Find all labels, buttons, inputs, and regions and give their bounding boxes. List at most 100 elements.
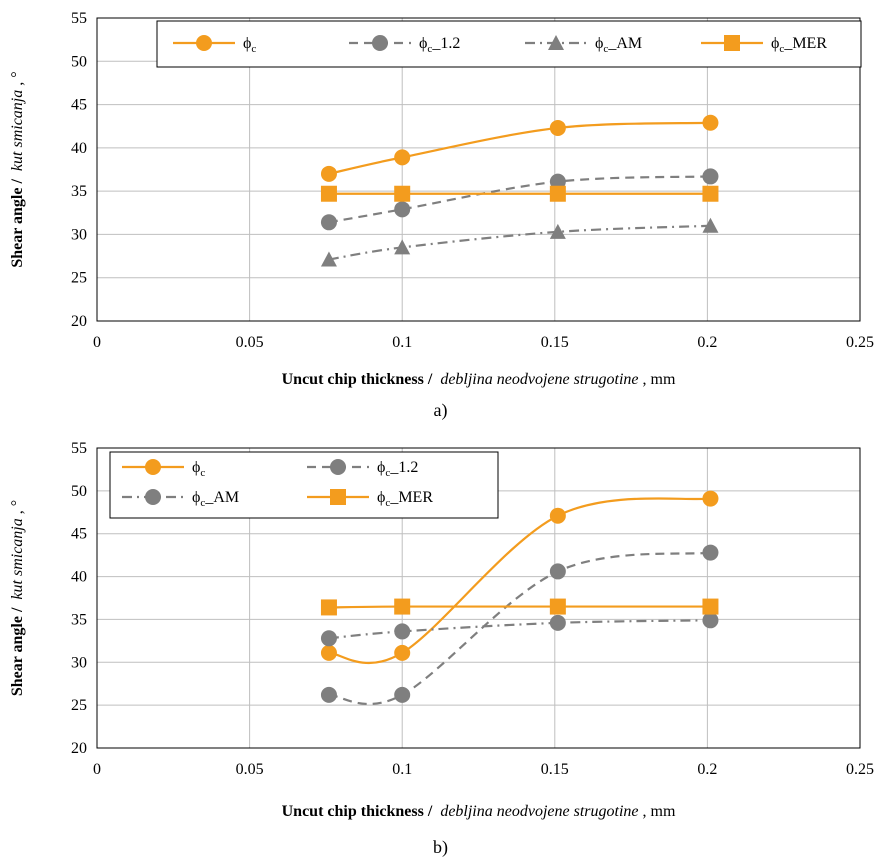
y-tick-label: 25 xyxy=(71,270,87,287)
plot-frame xyxy=(96,447,861,749)
x-tick-label: 0 xyxy=(93,334,101,351)
legend-label: ϕc xyxy=(243,35,256,55)
y-tick-label: 40 xyxy=(71,569,87,586)
data-point xyxy=(394,623,411,640)
legend-label: ϕc_MER xyxy=(377,489,433,509)
data-point xyxy=(702,598,719,615)
data-point xyxy=(394,149,411,166)
panel-b: 20 25 30 35 40 45 50 55 0 0.05 0.1 0.15 0.2 0.25 ϕc ϕc_… xyxy=(9,440,874,858)
y-tick-label: 50 xyxy=(71,53,87,70)
data-point xyxy=(394,239,411,255)
legend: ϕc ϕc_1.2 ϕc_AM ϕc_MER xyxy=(156,20,862,68)
legend-label: ϕc_AM xyxy=(595,35,642,55)
series-2 xyxy=(320,612,719,647)
legend-box xyxy=(109,451,499,519)
legend-label: ϕc_1.2 xyxy=(419,35,460,55)
x-tick-label: 0.05 xyxy=(236,334,264,351)
y-tick-label: 35 xyxy=(71,611,87,628)
series-line xyxy=(328,605,711,609)
y-tick-label: 40 xyxy=(71,140,87,157)
plot-frame xyxy=(96,17,861,322)
data-point xyxy=(549,598,566,615)
legend-label: ϕc_1.2 xyxy=(377,459,418,479)
x-tick-label: 0.1 xyxy=(392,334,412,351)
legend-marker xyxy=(145,489,161,505)
data-point xyxy=(702,185,719,202)
data-point xyxy=(702,217,719,233)
legend-item: ϕc xyxy=(122,459,205,479)
data-point xyxy=(702,168,719,185)
legend-item: ϕc_AM xyxy=(525,35,642,55)
data-point xyxy=(320,644,337,661)
legend-item: ϕc_MER xyxy=(701,35,827,55)
data-point xyxy=(320,630,337,647)
legend-item: ϕc xyxy=(173,35,256,55)
data-point xyxy=(394,201,411,218)
y-axis-title-b: Shear angle / kut smicanja , ° xyxy=(9,500,26,696)
series-2 xyxy=(320,217,719,267)
data-point xyxy=(320,251,337,267)
legend-marker xyxy=(196,35,212,51)
legend-label: ϕc_AM xyxy=(192,489,239,509)
data-point xyxy=(702,544,719,561)
x-tick-label: 0.05 xyxy=(236,761,264,778)
y-axis-title-a: Shear angle / kut smicanja , ° xyxy=(9,71,26,267)
x-axis-title-b: Uncut chip thickness / debljina neodvoje… xyxy=(282,803,676,820)
legend-item: ϕc_1.2 xyxy=(307,459,418,479)
legend-marker xyxy=(145,459,161,475)
plot-area-a: 20 25 30 35 40 45 50 55 0 0.05 0.1 0.15 0.2 0.25 ϕc ϕc_… xyxy=(71,10,874,351)
x-tick-label: 0.15 xyxy=(541,334,569,351)
x-axis-title-a: Uncut chip thickness / debljina neodvoje… xyxy=(282,371,676,388)
data-point xyxy=(549,119,566,136)
y-tick-label: 45 xyxy=(71,97,87,114)
plot-area-b: 20 25 30 35 40 45 50 55 0 0.05 0.1 0.15 0.2 0.25 ϕc ϕc_… xyxy=(71,440,874,778)
series-3 xyxy=(320,598,719,616)
y-tick-label: 20 xyxy=(71,740,87,757)
legend-item: ϕc_AM xyxy=(122,489,239,509)
y-tick-label: 45 xyxy=(71,526,87,543)
y-tick-label: 30 xyxy=(71,654,87,671)
data-point xyxy=(320,686,337,703)
series-1 xyxy=(320,544,719,706)
data-point xyxy=(702,612,719,629)
y-tick-label: 35 xyxy=(71,183,87,200)
series-line xyxy=(328,121,711,175)
y-tick-label: 30 xyxy=(71,226,87,243)
data-point xyxy=(549,614,566,631)
data-point xyxy=(549,173,566,190)
data-point xyxy=(549,223,566,239)
series-line xyxy=(328,619,711,640)
y-tick-label: 25 xyxy=(71,697,87,714)
data-point xyxy=(320,599,337,616)
legend-label: ϕc xyxy=(192,459,205,479)
panel-a: 20 25 30 35 40 45 50 55 0 0.05 0.1 0.15 0.2 0.25 ϕc ϕc_… xyxy=(9,10,874,421)
plot-background xyxy=(97,18,860,321)
data-point xyxy=(394,185,411,202)
legend-item: ϕc_1.2 xyxy=(349,35,460,55)
panel-label-b: b) xyxy=(433,837,448,858)
data-point xyxy=(549,185,566,202)
data-point xyxy=(702,490,719,507)
data-point xyxy=(702,114,719,131)
series-0 xyxy=(320,490,719,665)
y-tick-label: 55 xyxy=(71,10,87,27)
data-point xyxy=(320,165,337,182)
legend: ϕc ϕc_1.2 ϕc_AM ϕc_MER xyxy=(109,451,499,519)
legend-item: ϕc_MER xyxy=(307,489,433,509)
data-point xyxy=(549,507,566,524)
panel-label-a: a) xyxy=(434,400,448,421)
series-line xyxy=(328,497,711,665)
data-point xyxy=(394,644,411,661)
x-tick-label: 0.1 xyxy=(392,761,412,778)
x-tick-label: 0.15 xyxy=(541,761,569,778)
x-tick-label: 0.25 xyxy=(846,334,874,351)
x-tick-label: 0.25 xyxy=(846,761,874,778)
y-tick-label: 55 xyxy=(71,440,87,457)
legend-marker xyxy=(330,489,346,505)
data-point xyxy=(320,185,337,202)
legend-label: ϕc_MER xyxy=(771,35,827,55)
x-tick-label: 0.2 xyxy=(697,334,717,351)
series-3 xyxy=(320,185,719,202)
legend-marker xyxy=(548,35,564,50)
